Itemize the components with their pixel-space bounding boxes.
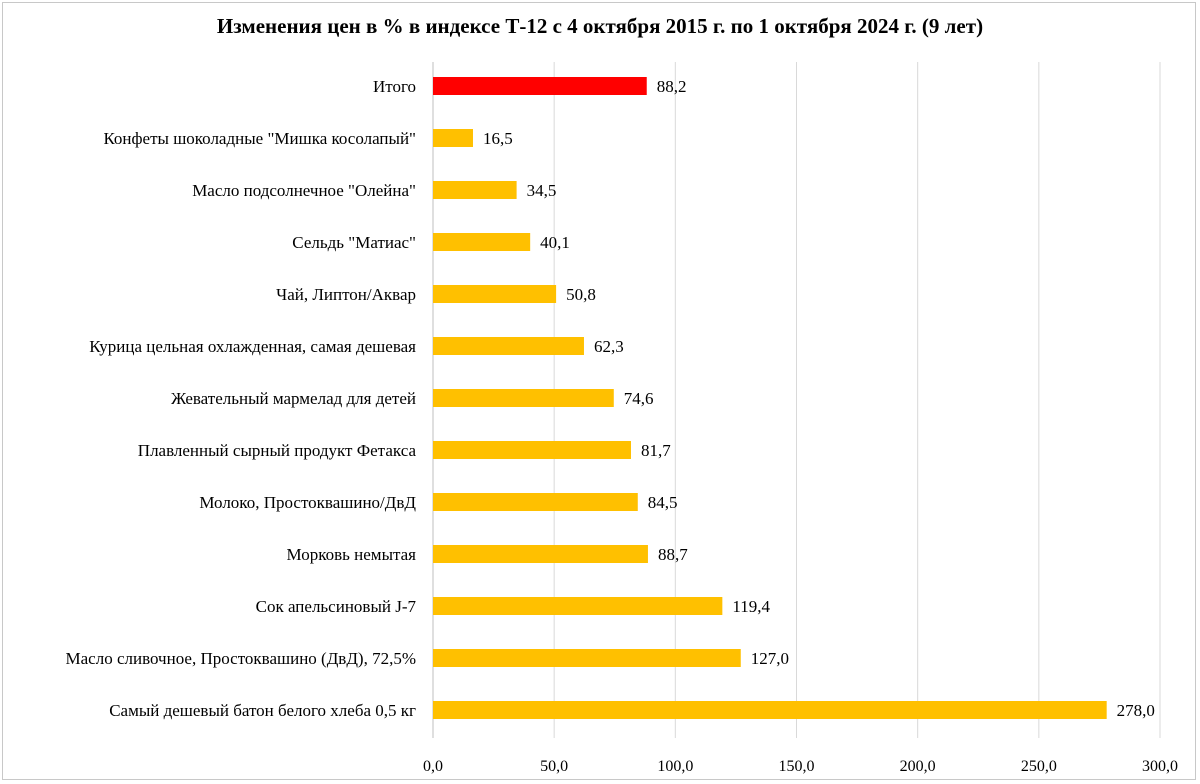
bar	[433, 129, 473, 147]
category-label: Сельдь "Матиас"	[292, 233, 416, 252]
bar	[433, 285, 557, 303]
data-label: 119,4	[732, 597, 770, 616]
bar	[433, 493, 638, 511]
category-label: Молоко, Простоквашино/ДвД	[199, 493, 416, 512]
x-tick-label: 50,0	[540, 758, 568, 775]
category-label: Чай, Липтон/Аквар	[276, 285, 416, 304]
bar	[433, 597, 723, 615]
bar-total	[433, 77, 647, 95]
category-label: Жевательный мармелад для детей	[171, 389, 416, 408]
bar	[433, 649, 741, 667]
category-label: Итого	[373, 77, 416, 96]
category-label: Курица цельная охлажденная, самая дешева…	[89, 337, 416, 356]
bar	[433, 701, 1107, 719]
bar	[433, 389, 614, 407]
x-tick-label: 150,0	[779, 758, 815, 775]
data-label: 278,0	[1117, 701, 1155, 720]
data-label: 127,0	[751, 649, 789, 668]
data-label: 81,7	[641, 441, 671, 460]
data-label: 74,6	[624, 389, 654, 408]
data-label: 88,2	[657, 77, 687, 96]
category-label: Самый дешевый батон белого хлеба 0,5 кг	[109, 701, 416, 720]
x-tick-label: 200,0	[900, 758, 936, 775]
bar	[433, 233, 531, 251]
bar	[433, 441, 631, 459]
category-label: Конфеты шоколадные "Мишка косолапый"	[103, 129, 416, 148]
x-tick-label: 0,0	[423, 758, 443, 775]
data-label: 84,5	[648, 493, 678, 512]
category-label: Морковь немытая	[287, 545, 417, 564]
data-label: 88,7	[658, 545, 688, 564]
x-tick-label: 300,0	[1142, 758, 1178, 775]
category-label: Масло подсолнечное "Олейна"	[192, 181, 416, 200]
data-label: 16,5	[483, 129, 513, 148]
bar	[433, 545, 648, 563]
category-label: Плавленный сырный продукт Фетакса	[138, 441, 417, 460]
data-label: 50,8	[566, 285, 596, 304]
data-label: 40,1	[540, 233, 570, 252]
category-label: Сок апельсиновый J-7	[256, 597, 417, 616]
x-tick-label: 250,0	[1021, 758, 1057, 775]
category-label: Масло сливочное, Простоквашино (ДвД), 72…	[66, 649, 416, 668]
chart-title: Изменения цен в % в индексе Т-12 с 4 окт…	[216, 14, 984, 38]
bar	[433, 181, 517, 199]
bar	[433, 337, 584, 355]
data-label: 34,5	[527, 181, 557, 200]
data-label: 62,3	[594, 337, 624, 356]
x-tick-label: 100,0	[657, 758, 693, 775]
